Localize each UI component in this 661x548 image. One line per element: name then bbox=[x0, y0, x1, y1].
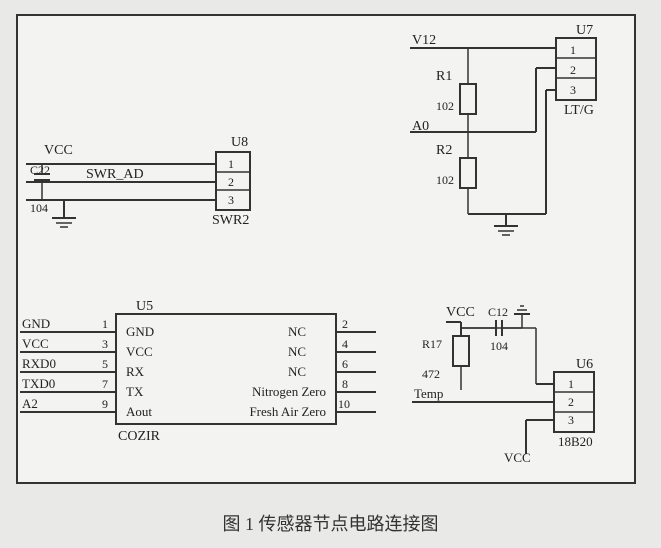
figure-caption: 图 1 传感器节点电路连接图 bbox=[0, 510, 661, 536]
u6-r-ref: R17 bbox=[422, 337, 442, 351]
u5-lnum-4: 9 bbox=[102, 397, 108, 411]
u5-lname-3: TX bbox=[126, 384, 144, 399]
u5-rname-3: Nitrogen Zero bbox=[252, 384, 326, 399]
u5-rname-2: NC bbox=[288, 364, 306, 379]
u5-rname-4: Fresh Air Zero bbox=[249, 404, 326, 419]
u5-rname-1: NC bbox=[288, 344, 306, 359]
u5-rname-0: NC bbox=[288, 324, 306, 339]
u6-cap-ref: C12 bbox=[488, 305, 508, 319]
u8-pin2: 2 bbox=[228, 175, 234, 189]
u5-rnum-1: 4 bbox=[342, 337, 348, 351]
u7-r1-val: 102 bbox=[436, 99, 454, 113]
u5-rnum-2: 6 bbox=[342, 357, 348, 371]
u7-v12: V12 bbox=[412, 33, 436, 48]
u7-r1-ref: R1 bbox=[436, 69, 452, 84]
u5-lnet-3: TXD0 bbox=[22, 376, 55, 391]
u7-r2-ref: R2 bbox=[436, 143, 452, 158]
u5-lnet-2: RXD0 bbox=[22, 356, 56, 371]
u5-rnum-0: 2 bbox=[342, 317, 348, 331]
schematic-svg: VCC SWR_AD C22 104 U8 1 2 3 SWR2 U7 1 2 … bbox=[16, 14, 636, 484]
u5-lnum-1: 3 bbox=[102, 337, 108, 351]
u5-rnum-4: 10 bbox=[338, 397, 350, 411]
u5-rnum-3: 8 bbox=[342, 377, 348, 391]
u5-lname-1: VCC bbox=[126, 344, 153, 359]
u5-lnet-4: A2 bbox=[22, 396, 38, 411]
u6-vcc2: VCC bbox=[504, 450, 531, 465]
u5-lname-4: Aout bbox=[126, 404, 152, 419]
u8-ref: U8 bbox=[231, 135, 248, 150]
u6-pin2: 2 bbox=[568, 395, 574, 409]
u5-lnum-0: 1 bbox=[102, 317, 108, 331]
u6-pin3: 3 bbox=[568, 413, 574, 427]
u5-lnet-1: VCC bbox=[22, 336, 49, 351]
u6-pin1: 1 bbox=[568, 377, 574, 391]
u5-lname-0: GND bbox=[126, 324, 154, 339]
u6-name: 18B20 bbox=[558, 434, 593, 449]
u8-name: SWR2 bbox=[212, 213, 249, 228]
u6-ref: U6 bbox=[576, 357, 593, 372]
u6-r-val: 472 bbox=[422, 367, 440, 381]
u5-name: COZIR bbox=[118, 429, 161, 444]
u7-pin3: 3 bbox=[570, 83, 576, 97]
u8-pin3: 3 bbox=[228, 193, 234, 207]
u5-ref: U5 bbox=[136, 299, 153, 314]
u8-pin1: 1 bbox=[228, 157, 234, 171]
u5-lnum-3: 7 bbox=[102, 377, 108, 391]
u8-vcc-label: VCC bbox=[44, 143, 73, 158]
u6-temp: Temp bbox=[414, 386, 443, 401]
u7-pin2: 2 bbox=[570, 63, 576, 77]
u8-cap-val: 104 bbox=[30, 201, 48, 215]
u5-lnet-0: GND bbox=[22, 316, 50, 331]
u7-name: LT/G bbox=[564, 103, 594, 118]
u5-lnum-2: 5 bbox=[102, 357, 108, 371]
u7-pin1: 1 bbox=[570, 43, 576, 57]
u8-signal-label: SWR_AD bbox=[86, 167, 144, 182]
u5-lname-2: RX bbox=[126, 364, 145, 379]
u7-ref: U7 bbox=[576, 23, 593, 38]
u7-r2-val: 102 bbox=[436, 173, 454, 187]
u6-vcc: VCC bbox=[446, 305, 475, 320]
u6-cap-val: 104 bbox=[490, 339, 508, 353]
